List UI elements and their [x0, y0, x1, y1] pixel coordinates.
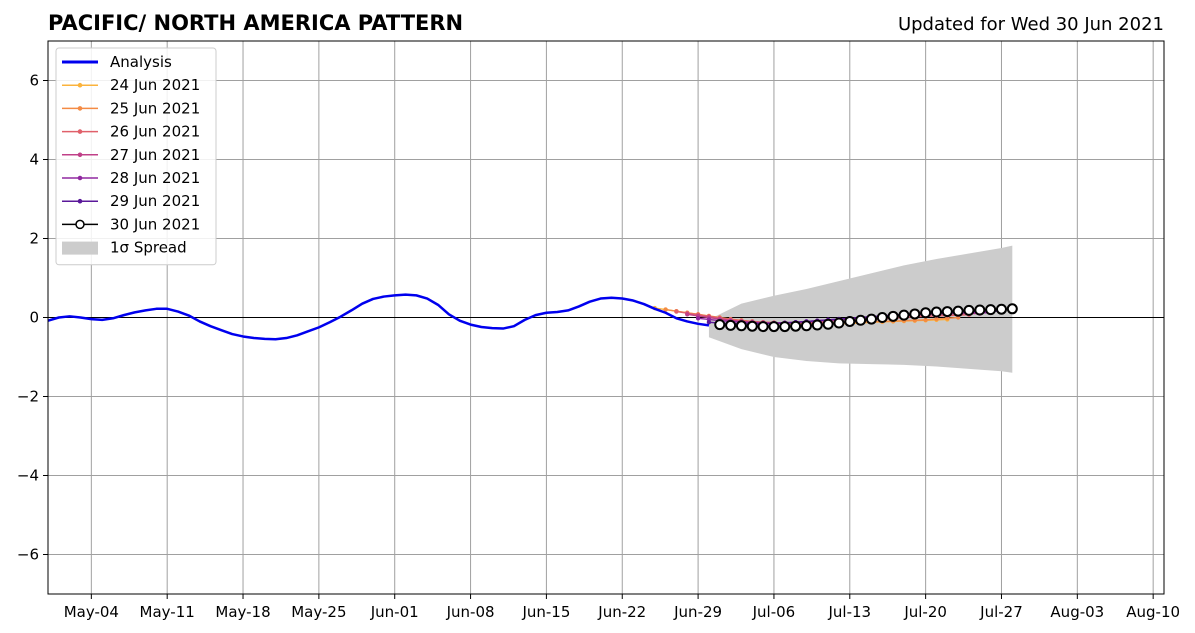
x-tick-label: Jun-29 [673, 603, 722, 621]
data-point [876, 312, 888, 323]
data-point [663, 307, 668, 312]
legend-label: 26 Jun 2021 [110, 123, 200, 141]
data-point [779, 321, 791, 333]
analysis-line [47, 293, 710, 341]
y-axis: 6 4 2 0 −2 −4 −6 [17, 72, 48, 564]
legend: Analysis 24 Jun 2021 25 Jun 2021 26 Jun 202… [55, 47, 217, 266]
legend-box [55, 47, 217, 266]
x-tick-label: Jul-06 [752, 603, 796, 621]
data-point [757, 321, 769, 333]
x-tick-label: May-11 [140, 603, 195, 621]
x-tick-label: Aug-10 [1126, 603, 1180, 621]
series-line [676, 310, 969, 324]
data-point [887, 310, 899, 322]
data-point [811, 319, 823, 331]
legend-label: 27 Jun 2021 [110, 146, 200, 164]
y-tick-label: 2 [29, 230, 39, 248]
data-point [963, 304, 975, 316]
data-point [714, 319, 726, 331]
data-point [695, 316, 701, 321]
data-point [923, 317, 928, 323]
legend-marker [77, 106, 83, 111]
x-tick-label: Jun-01 [370, 603, 419, 621]
legend-marker [75, 219, 85, 230]
data-point [822, 318, 834, 330]
x-tick-label: Jun-08 [446, 603, 495, 621]
legend-label: 1σ Spread [110, 239, 187, 257]
y-tick-label: 0 [29, 309, 39, 327]
data-point [995, 303, 1007, 315]
data-point [790, 320, 802, 332]
data-point [898, 309, 910, 321]
data-point [865, 313, 877, 325]
legend-swatch [62, 241, 98, 255]
data-point [674, 309, 679, 314]
data-point [909, 308, 921, 320]
data-point [855, 314, 867, 326]
y-tick-label: −6 [17, 546, 39, 564]
data-point [985, 304, 997, 316]
data-point [974, 304, 986, 316]
data-point [941, 306, 953, 318]
data-point [800, 320, 812, 332]
x-axis: May-04 May-11 May-18 May-25 Jun-01 Jun-08 Jun-… [64, 594, 1180, 621]
data-point [706, 320, 712, 325]
spread-band [708, 245, 1013, 373]
x-tick-label: May-18 [215, 603, 270, 621]
x-tick-label: Jun-22 [597, 603, 646, 621]
legend-label: 24 Jun 2021 [110, 76, 200, 94]
data-point [952, 305, 964, 317]
forecast-markers [714, 303, 1018, 333]
legend-label: 30 Jun 2021 [110, 215, 200, 233]
y-tick-label: 4 [29, 151, 39, 169]
legend-marker [77, 82, 83, 88]
spread-area [708, 245, 1013, 373]
legend-label: Analysis [110, 53, 172, 71]
legend-label: 29 Jun 2021 [110, 192, 200, 210]
legend-label: 25 Jun 2021 [110, 99, 200, 117]
chart-subtitle: Updated for Wed 30 Jun 2021 [898, 14, 1164, 35]
x-tick-label: Jul-13 [827, 603, 871, 621]
y-tick-label: 6 [29, 72, 39, 90]
legend-label: 28 Jun 2021 [110, 169, 200, 187]
y-tick-label: −2 [17, 388, 39, 406]
x-tick-label: Jun-15 [521, 603, 570, 621]
legend-marker [77, 129, 83, 134]
x-tick-label: Aug-03 [1050, 603, 1104, 621]
series-line [687, 312, 980, 324]
y-tick-label: −4 [17, 467, 39, 485]
data-point [833, 317, 845, 329]
data-point [746, 320, 758, 332]
legend-marker [77, 152, 83, 158]
x-tick-label: Jul-20 [903, 603, 947, 621]
legend-marker [77, 175, 83, 181]
data-point [1006, 303, 1018, 315]
data-point [735, 320, 747, 332]
chart-title: PACIFIC/ NORTH AMERICA PATTERN [48, 11, 463, 35]
legend-marker [77, 198, 83, 204]
data-point [768, 321, 780, 333]
analysis-series-line [47, 293, 710, 341]
x-tick-label: Jul-27 [979, 603, 1023, 621]
data-point [930, 306, 942, 318]
data-point [920, 307, 932, 319]
data-point [725, 319, 737, 331]
x-tick-label: May-25 [291, 603, 346, 621]
data-point [685, 312, 690, 317]
x-tick-label: May-04 [64, 603, 119, 621]
data-point [844, 315, 856, 327]
